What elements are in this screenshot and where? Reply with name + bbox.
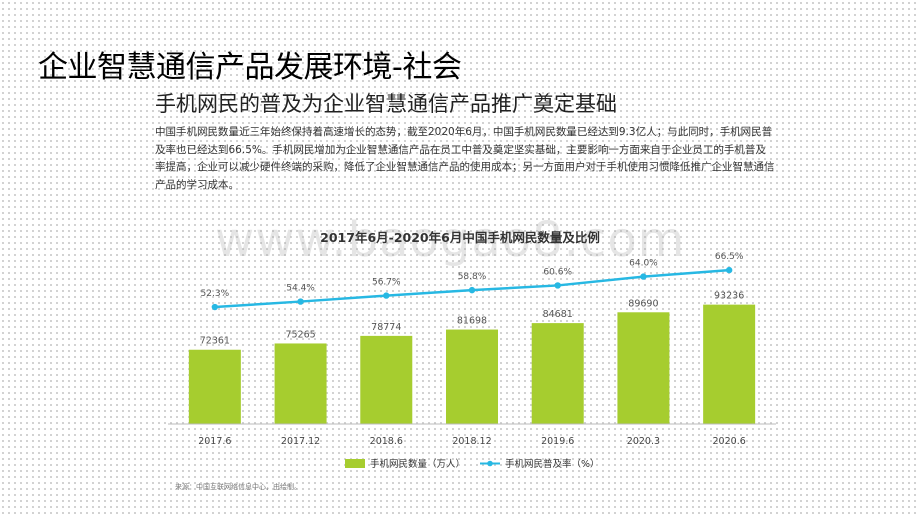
x-tick-2017.6: 2017.6 [198,436,231,447]
bar-label-2017.6: 72361 [200,336,230,347]
bar-2018.12 [446,329,498,424]
bar-label-2018.6: 78774 [371,322,401,333]
line-label-2020.6: 66.5% [715,252,744,262]
line-label-2018.12: 58.8% [458,272,487,282]
watermark: www.baogao8.com [215,212,686,268]
bar-2017.12 [274,343,327,424]
bar-label-2018.12: 81698 [457,316,487,327]
line-label-2020.3: 64.0% [629,259,658,269]
line-point-2017.12 [297,298,304,305]
bar-label-2017.12: 75265 [285,329,315,340]
line-point-2018.12 [468,286,476,294]
x-tick-2020.3: 2020.3 [627,436,660,447]
line-label-2019.6: 60.6% [543,267,572,277]
line-point-2017.6 [211,303,219,311]
line-label-2017.12: 54.4% [286,284,315,294]
legend-bar-swatch [345,459,365,468]
line-label-2018.6: 56.7% [372,278,401,288]
bar-2018.6 [360,335,413,424]
line-point-2019.6 [554,282,561,289]
page-title: 企业智慧通信产品发展环境-社会 [38,50,462,85]
chart-title: 2017年6月-2020年6月中国手机网民数量及比例 [320,230,600,245]
line-point-2020.3 [640,273,647,280]
bar-label-2020.3: 89690 [628,298,658,309]
x-tick-2018.12: 2018.12 [452,436,491,447]
bar-2019.6 [531,323,584,424]
legend-line-label: 手机网民普及率（%） [505,458,600,470]
bar-2017.6 [188,349,241,424]
bar-label-2020.6: 93236 [714,291,744,302]
legend-bar-label: 手机网民数量（万人） [370,458,465,470]
bar-2020.6 [703,304,756,424]
line-label-2017.6: 52.3% [201,289,230,299]
line-point-2018.6 [383,292,390,299]
line-point-2020.6 [725,266,733,274]
legend-line-marker [487,460,493,467]
source-note: 来源：中国互联网络信息中心，由绘制。 [175,483,301,491]
x-tick-2020.6: 2020.6 [713,436,746,447]
page-subtitle: 手机网民的普及为企业智慧通信产品推广奠定基础 [155,92,617,116]
x-tick-2017.12: 2017.12 [281,436,320,447]
body-paragraph: 中国手机网民数量近三年始终保持着高速增长的态势，截至2020年6月，中国手机网民… [155,126,775,191]
x-tick-2018.6: 2018.6 [370,436,403,447]
x-tick-2019.6: 2019.6 [541,436,574,447]
bar-label-2019.6: 84681 [543,309,573,320]
bar-2020.3 [617,312,670,424]
